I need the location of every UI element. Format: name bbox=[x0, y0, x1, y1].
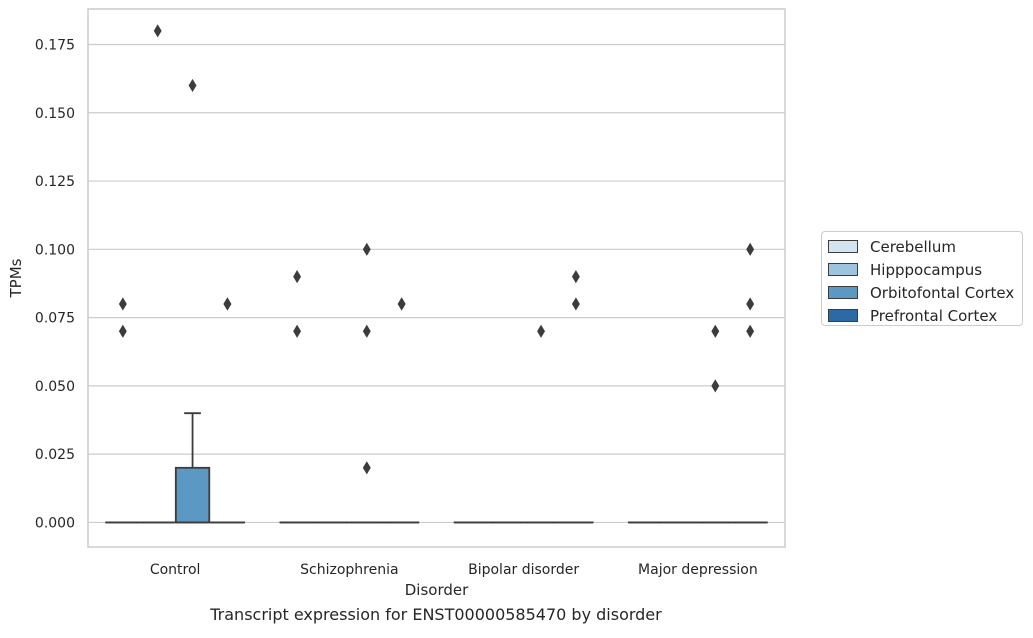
chart-caption: Transcript expression for ENST0000058547… bbox=[0, 605, 872, 624]
legend-item-orbitofrontal-cortex: Orbitofontal Cortex bbox=[828, 281, 1022, 304]
legend-label-hippocampus: Hipppocampus bbox=[870, 261, 982, 279]
x-tick-label: Bipolar disorder bbox=[468, 562, 579, 578]
y-tick-label: 0.025 bbox=[35, 447, 75, 463]
legend-item-prefrontal-cortex: Prefrontal Cortex bbox=[828, 304, 1022, 327]
y-tick-label: 0.150 bbox=[35, 106, 75, 122]
legend-swatch-hippocampus bbox=[828, 263, 858, 276]
y-tick-label: 0.000 bbox=[35, 515, 75, 531]
y-tick-label: 0.075 bbox=[35, 311, 75, 327]
x-axis-label: Disorder bbox=[405, 581, 469, 599]
legend-swatch-prefrontal-cortex bbox=[828, 309, 858, 322]
x-tick-label: Schizophrenia bbox=[300, 562, 398, 578]
legend-item-hippocampus: Hipppocampus bbox=[828, 258, 1022, 281]
legend: Cerebellum Hipppocampus Orbitofontal Cor… bbox=[821, 231, 1023, 326]
legend-label-cerebellum: Cerebellum bbox=[870, 238, 956, 256]
y-tick-label: 0.175 bbox=[35, 38, 75, 54]
x-tick-label: Control bbox=[150, 562, 201, 578]
legend-label-orbitofrontal-cortex: Orbitofontal Cortex bbox=[870, 284, 1014, 302]
legend-item-cerebellum: Cerebellum bbox=[828, 235, 1022, 258]
y-axis-label: TPMs bbox=[7, 258, 25, 298]
legend-swatch-cerebellum bbox=[828, 240, 858, 253]
legend-label-prefrontal-cortex: Prefrontal Cortex bbox=[870, 307, 997, 325]
y-tick-label: 0.050 bbox=[35, 379, 75, 395]
box-body bbox=[176, 468, 209, 523]
legend-swatch-orbitofrontal-cortex bbox=[828, 286, 858, 299]
y-tick-label: 0.125 bbox=[35, 174, 75, 190]
y-tick-label: 0.100 bbox=[35, 242, 75, 258]
x-tick-label: Major depression bbox=[638, 562, 758, 578]
